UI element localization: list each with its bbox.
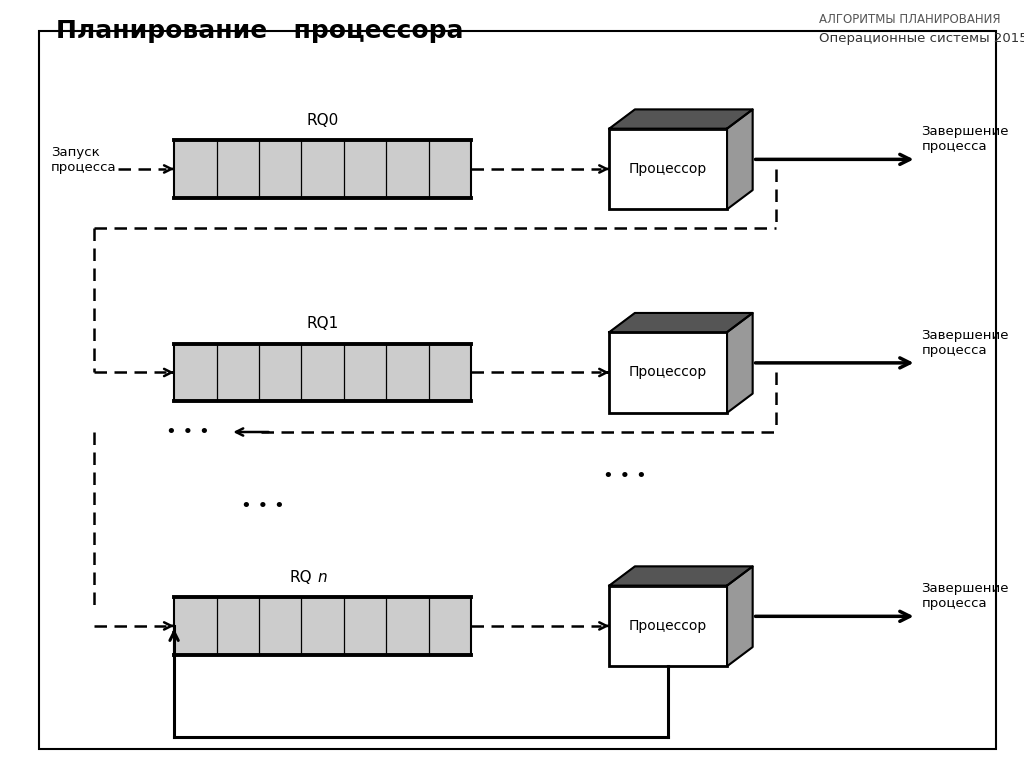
Bar xyxy=(174,598,471,654)
Bar xyxy=(609,332,727,413)
Text: RQ1: RQ1 xyxy=(306,316,339,332)
Polygon shape xyxy=(609,313,753,332)
Text: n: n xyxy=(317,570,327,585)
Polygon shape xyxy=(727,109,753,209)
Text: Завершение
процесса: Завершение процесса xyxy=(922,125,1009,154)
Text: RQ: RQ xyxy=(290,570,312,585)
Polygon shape xyxy=(727,567,753,666)
Bar xyxy=(609,586,727,666)
Text: Процессор: Процессор xyxy=(629,619,708,633)
Text: Процессор: Процессор xyxy=(629,162,708,176)
Text: • • •: • • • xyxy=(166,423,210,441)
Text: АЛГОРИТМЫ ПЛАНИРОВАНИЯ: АЛГОРИТМЫ ПЛАНИРОВАНИЯ xyxy=(819,13,1000,26)
Bar xyxy=(174,344,471,401)
Text: Процессор: Процессор xyxy=(629,366,708,379)
Polygon shape xyxy=(727,313,753,413)
Bar xyxy=(609,128,727,209)
Bar xyxy=(174,141,471,198)
Text: • • •: • • • xyxy=(603,467,646,485)
Polygon shape xyxy=(609,567,753,586)
Text: RQ0: RQ0 xyxy=(306,113,339,127)
Text: • • •: • • • xyxy=(241,497,285,515)
Text: Запуск
процесса: Запуск процесса xyxy=(51,146,117,174)
Text: Планирование   процессора: Планирование процессора xyxy=(56,19,464,43)
Text: Завершение
процесса: Завершение процесса xyxy=(922,582,1009,610)
Text: Завершение
процесса: Завершение процесса xyxy=(922,329,1009,356)
Text: Операционные системы 2015: Операционные системы 2015 xyxy=(819,32,1024,45)
Polygon shape xyxy=(609,109,753,128)
